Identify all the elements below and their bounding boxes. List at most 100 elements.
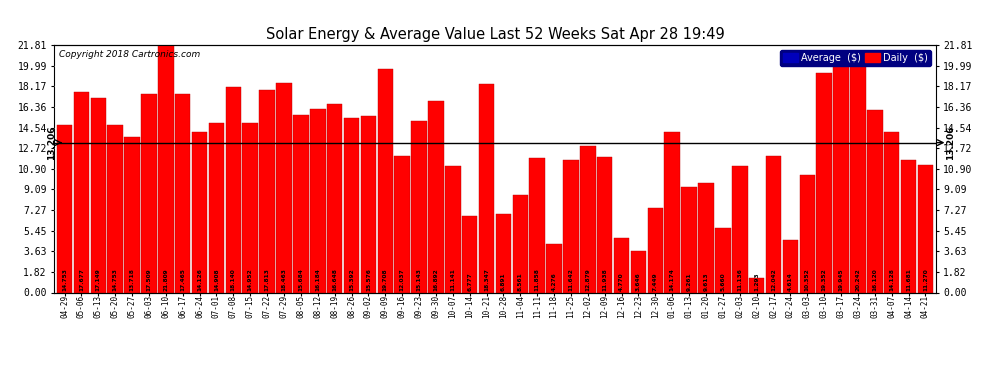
Text: Copyright 2018 Cartronics.com: Copyright 2018 Cartronics.com (58, 50, 200, 59)
Text: 11.681: 11.681 (906, 268, 911, 291)
Text: 9.613: 9.613 (704, 272, 709, 291)
Bar (108, 125, 123, 292)
Bar (411, 121, 427, 292)
Text: 14.952: 14.952 (248, 268, 252, 291)
Bar (765, 156, 781, 292)
Text: 18.463: 18.463 (281, 268, 286, 291)
Text: 14.908: 14.908 (214, 268, 219, 291)
Text: 18.140: 18.140 (231, 268, 236, 291)
Text: 15.684: 15.684 (298, 268, 303, 291)
Bar (226, 87, 242, 292)
Bar (614, 238, 630, 292)
Bar (901, 160, 917, 292)
Bar (664, 132, 680, 292)
Text: 19.708: 19.708 (383, 268, 388, 291)
Text: 14.128: 14.128 (889, 268, 894, 291)
Bar (125, 137, 140, 292)
Bar (496, 214, 511, 292)
Bar (479, 84, 494, 292)
Title: Solar Energy & Average Value Last 52 Weeks Sat Apr 28 19:49: Solar Energy & Average Value Last 52 Wee… (265, 27, 725, 42)
Bar (834, 66, 848, 292)
Text: 17.677: 17.677 (79, 268, 84, 291)
Bar (73, 92, 89, 292)
Text: 8.561: 8.561 (518, 272, 523, 291)
Text: 5.660: 5.660 (721, 272, 726, 291)
Text: 16.892: 16.892 (434, 268, 439, 291)
Bar (90, 98, 106, 292)
Text: 14.126: 14.126 (197, 268, 202, 291)
Text: 12.042: 12.042 (771, 268, 776, 291)
Text: 20.242: 20.242 (855, 268, 860, 291)
Text: 4.276: 4.276 (551, 272, 556, 291)
Bar (446, 166, 460, 292)
Bar (715, 228, 731, 292)
Text: 11.858: 11.858 (535, 268, 540, 291)
Text: 10.352: 10.352 (805, 268, 810, 291)
Bar (175, 94, 190, 292)
Bar (918, 165, 934, 292)
Text: 19.352: 19.352 (822, 268, 827, 291)
Text: 17.509: 17.509 (147, 268, 151, 291)
Text: 9.261: 9.261 (687, 272, 692, 291)
Legend: Average  ($), Daily  ($): Average ($), Daily ($) (780, 50, 931, 66)
Text: 19.945: 19.945 (839, 268, 843, 291)
Bar (530, 158, 544, 292)
Bar (56, 125, 72, 292)
Bar (647, 208, 663, 292)
Text: 15.143: 15.143 (417, 268, 422, 291)
Text: 6.891: 6.891 (501, 272, 506, 291)
Bar (580, 146, 596, 292)
Text: 11.938: 11.938 (602, 268, 607, 291)
Text: 4.614: 4.614 (788, 272, 793, 291)
Bar (310, 109, 326, 292)
Text: 11.141: 11.141 (450, 268, 455, 291)
Bar (817, 73, 832, 292)
Text: 16.120: 16.120 (872, 268, 877, 291)
Bar (884, 132, 900, 292)
Text: 12.037: 12.037 (400, 268, 405, 291)
Bar (783, 240, 798, 292)
Bar (394, 156, 410, 292)
Bar (732, 166, 747, 292)
Bar (276, 83, 292, 292)
Bar (513, 195, 528, 292)
Text: 14.753: 14.753 (113, 268, 118, 291)
Text: 4.770: 4.770 (619, 272, 624, 291)
Text: 14.174: 14.174 (669, 268, 675, 291)
Text: 14.753: 14.753 (62, 268, 67, 291)
Text: 7.449: 7.449 (652, 272, 657, 291)
Bar (597, 157, 613, 292)
Bar (462, 216, 477, 292)
Bar (142, 94, 156, 292)
Bar (428, 101, 444, 292)
Text: 6.777: 6.777 (467, 272, 472, 291)
Bar (192, 132, 207, 292)
Bar (800, 175, 815, 292)
Bar (377, 69, 393, 292)
Bar (681, 188, 697, 292)
Bar (563, 160, 579, 292)
Bar (867, 110, 882, 292)
Bar (850, 63, 865, 292)
Text: 17.149: 17.149 (96, 268, 101, 291)
Text: 21.809: 21.809 (163, 268, 168, 291)
Text: 12.879: 12.879 (585, 268, 590, 291)
Text: 11.270: 11.270 (923, 268, 928, 291)
Text: 13.206: 13.206 (48, 125, 56, 160)
Bar (360, 116, 376, 292)
Text: 3.646: 3.646 (636, 272, 641, 291)
Text: 13.206: 13.206 (946, 125, 955, 160)
Text: 1.293: 1.293 (754, 272, 759, 291)
Bar (344, 118, 359, 292)
Bar (748, 278, 764, 292)
Bar (631, 251, 646, 292)
Bar (259, 90, 275, 292)
Text: 15.576: 15.576 (366, 268, 371, 291)
Bar (546, 244, 562, 292)
Bar (243, 123, 258, 292)
Text: 17.813: 17.813 (264, 268, 269, 291)
Text: 11.136: 11.136 (738, 268, 742, 291)
Text: 18.347: 18.347 (484, 268, 489, 291)
Bar (327, 104, 343, 292)
Bar (698, 183, 714, 292)
